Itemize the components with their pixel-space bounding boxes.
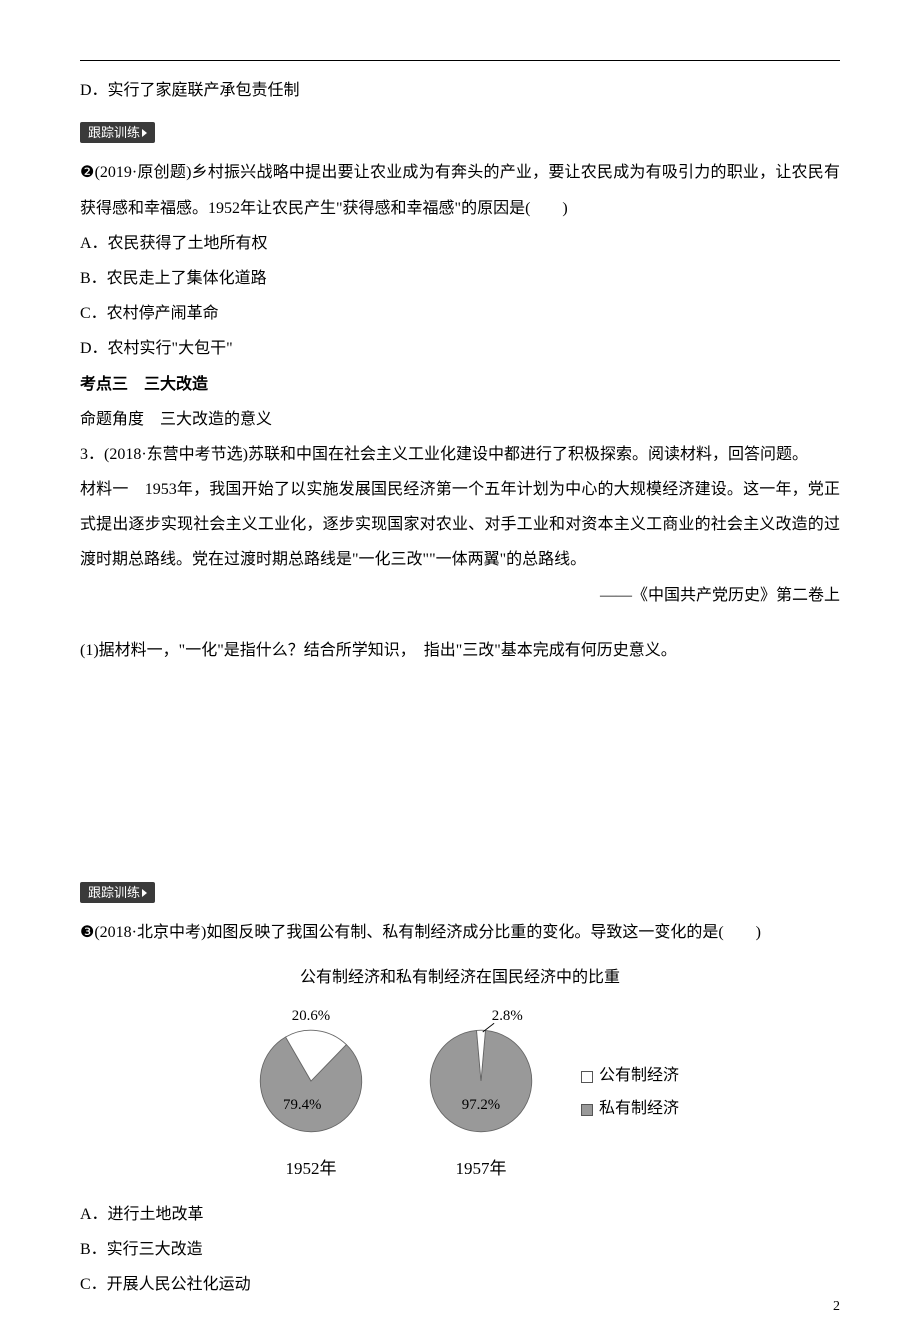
legend-private: 私有制经济 bbox=[581, 1095, 679, 1124]
chart-container: 公有制经济和私有制经济在国民经济中的比重 20.6% 79.4% 1952年 2… bbox=[80, 960, 840, 1187]
pie-chart-1957: 2.8% 97.2% bbox=[411, 1004, 551, 1144]
pie-1952: 20.6% 79.4% 1952年 bbox=[241, 1004, 381, 1187]
legend-public: 公有制经济 bbox=[581, 1062, 679, 1091]
pie1-priv-label: 79.4% bbox=[283, 1097, 321, 1113]
page-number: 2 bbox=[833, 1292, 840, 1323]
material-1-text: 1953年，我国开始了以实施发展国民经济第一个五年计划为中心的大规模经济建设。这… bbox=[80, 481, 840, 568]
qc-number: ❸ bbox=[80, 924, 94, 941]
pie2-priv-label: 97.2% bbox=[462, 1097, 500, 1113]
legend-label-private: 私有制经济 bbox=[599, 1095, 679, 1124]
badge-text-2: 跟踪训练 bbox=[88, 885, 140, 900]
qc-option-a: A．进行土地改革 bbox=[80, 1197, 840, 1232]
tracking-practice-badge-1: 跟踪训练 bbox=[80, 114, 840, 149]
q3-source: (2018·东营中考节选) bbox=[104, 446, 248, 463]
q2-text: 乡村振兴战略中提出要让农业成为有奔头的产业，要让农民成为有吸引力的职业，让农民有… bbox=[80, 164, 840, 216]
year-1957: 1957年 bbox=[455, 1150, 506, 1187]
play-icon bbox=[142, 129, 147, 137]
q2-option-d: D．农村实行"大包干" bbox=[80, 331, 840, 366]
q2-number: ❷ bbox=[80, 164, 95, 181]
legend-square-private bbox=[581, 1104, 593, 1116]
pie2-pub-label: 2.8% bbox=[492, 1007, 523, 1023]
q2-option-b: B．农民走上了集体化道路 bbox=[80, 261, 840, 296]
question-3-stem: 3．(2018·东营中考节选)苏联和中国在社会主义工业化建设中都进行了积极探索。… bbox=[80, 437, 840, 472]
year-1952: 1952年 bbox=[285, 1150, 336, 1187]
pie-1957: 2.8% 97.2% 1957年 bbox=[411, 1004, 551, 1187]
legend-square-public bbox=[581, 1071, 593, 1083]
tracking-practice-badge-2: 跟踪训练 bbox=[80, 874, 840, 909]
q2-source: (2019·原创题) bbox=[95, 164, 192, 181]
material-1: 材料一 1953年，我国开始了以实施发展国民经济第一个五年计划为中心的大规模经济… bbox=[80, 472, 840, 578]
kp3-heading: 考点三 三大改造 bbox=[80, 367, 840, 402]
pie-row: 20.6% 79.4% 1952年 2.8% 97.2% 1957年 公有制经济… bbox=[80, 1004, 840, 1187]
answer-space bbox=[80, 668, 840, 868]
q3-number: 3． bbox=[80, 446, 104, 463]
qc-option-c: C．开展人民公社化运动 bbox=[80, 1267, 840, 1302]
q3-sub1: (1)据材料一，"一化"是指什么？结合所学知识， 指出"三改"基本完成有何历史意… bbox=[80, 633, 840, 668]
pie1-pub-label: 20.6% bbox=[292, 1007, 330, 1023]
q3-text: 苏联和中国在社会主义工业化建设中都进行了积极探索。阅读材料，回答问题。 bbox=[248, 446, 808, 463]
qc-text: 如图反映了我国公有制、私有制经济成分比重的变化。导致这一变化的是( ) bbox=[206, 924, 761, 941]
question-chart-stem: ❸(2018·北京中考)如图反映了我国公有制、私有制经济成分比重的变化。导致这一… bbox=[80, 915, 840, 950]
q2-option-c: C．农村停产闹革命 bbox=[80, 296, 840, 331]
kp3-sub: 命题角度 三大改造的意义 bbox=[80, 402, 840, 437]
chart-title: 公有制经济和私有制经济在国民经济中的比重 bbox=[80, 960, 840, 995]
top-rule bbox=[80, 60, 840, 61]
qc-option-b: B．实行三大改造 bbox=[80, 1232, 840, 1267]
material-1-label: 材料一 bbox=[80, 481, 145, 498]
qc-source: (2018·北京中考) bbox=[94, 924, 206, 941]
material-1-source: ——《中国共产党历史》第二卷上 bbox=[80, 578, 840, 613]
pie-chart-1952: 20.6% 79.4% bbox=[241, 1004, 381, 1144]
chart-legend: 公有制经济 私有制经济 bbox=[581, 1062, 679, 1128]
legend-label-public: 公有制经济 bbox=[599, 1062, 679, 1091]
option-d-top: D．实行了家庭联产承包责任制 bbox=[80, 73, 840, 108]
badge-text: 跟踪训练 bbox=[88, 125, 140, 140]
q2-option-a: A．农民获得了土地所有权 bbox=[80, 226, 840, 261]
play-icon bbox=[142, 889, 147, 897]
question-2-stem: ❷(2019·原创题)乡村振兴战略中提出要让农业成为有奔头的产业，要让农民成为有… bbox=[80, 155, 840, 225]
